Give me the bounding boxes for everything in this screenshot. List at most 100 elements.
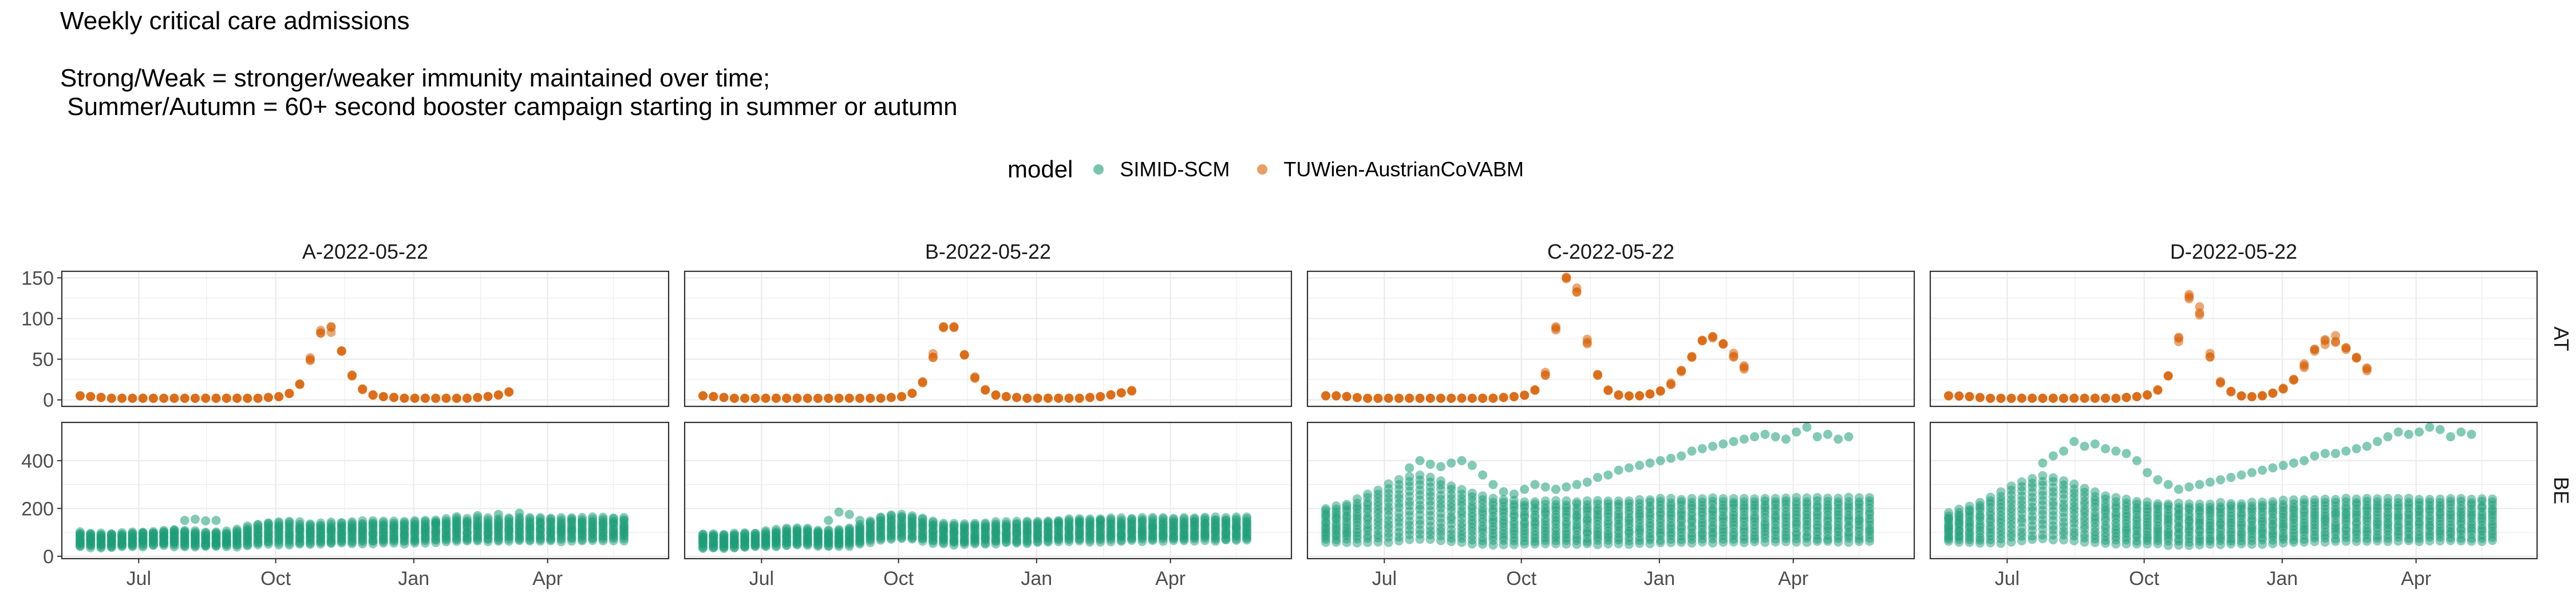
point-simid-b-18-13 (886, 510, 896, 520)
point-tuwien-b-11-2 (813, 393, 823, 403)
point-simid-outlier-c-39 (1812, 432, 1822, 442)
x-tick-label-a-oct: Oct (260, 568, 291, 590)
point-tuwien-a-3-2 (106, 393, 116, 403)
point-simid-d-0-13 (1944, 508, 1953, 517)
point-tuwien-b-15-2 (855, 393, 865, 403)
x-tick-label-d-apr: Apr (2401, 568, 2431, 590)
point-simid-c-28-13 (1614, 496, 1623, 506)
point-simid-a-30-13 (389, 516, 399, 526)
point-simid-a-15-13 (232, 524, 242, 534)
point-simid-outlier-c-27 (1687, 446, 1697, 456)
point-tuwien-b-9-2 (792, 393, 802, 403)
point-tuwien-a-27-2 (358, 385, 368, 394)
point-simid-b-26-13 (970, 519, 979, 528)
point-simid-b-43-13 (1148, 513, 1157, 523)
point-tuwien-d-11-2 (2059, 393, 2068, 403)
chart-title: Weekly critical care admissions (60, 7, 410, 35)
point-tuwien-d-15-2 (2101, 393, 2111, 403)
point-simid-d-37-13 (2330, 495, 2340, 504)
point-simid-a-26-13 (347, 517, 357, 527)
row-label-be: BE (2550, 477, 2573, 504)
point-tuwien-d-39-2 (2352, 353, 2361, 362)
point-simid-a-21-13 (295, 517, 305, 527)
point-simid-b-10-13 (803, 523, 812, 533)
point-simid-c-26-13 (1593, 496, 1602, 505)
point-simid-c-42-13 (1760, 493, 1770, 503)
point-simid-b-52-13 (1242, 512, 1251, 522)
point-tuwien-c-5-2 (1373, 393, 1383, 403)
point-simid-d-15-13 (2101, 491, 2111, 501)
point-simid-d-3-13 (1975, 497, 1985, 507)
point-tuwien-a-34-2 (431, 393, 441, 403)
point-simid-outlier-d-41 (2467, 429, 2476, 439)
point-simid-b-47-13 (1190, 513, 1199, 523)
point-simid-a-24-13 (326, 517, 336, 527)
point-simid-outlier-c-29 (1708, 441, 1717, 451)
point-simid-c-0-13 (1321, 504, 1330, 513)
point-simid-d-41-13 (2373, 494, 2383, 504)
point-tuwien-b-21-2 (918, 378, 927, 388)
point-simid-outlier-d-29 (2341, 446, 2351, 456)
point-tuwien-d-20-2 (2153, 385, 2163, 395)
point-simid-a-43-13 (525, 513, 535, 523)
point-simid-outlier-c-38 (1802, 422, 1812, 432)
point-tuwien-d-1-2 (1954, 391, 1964, 401)
point-tuwien-c-2-2 (1342, 392, 1352, 401)
point-simid-a-45-13 (546, 513, 556, 523)
point-tuwien-d-22-2 (2174, 333, 2183, 342)
point-simid-c-46-13 (1802, 493, 1812, 503)
point-tuwien-b-28-2 (991, 390, 1001, 400)
point-tuwien-b-24-2 (949, 323, 959, 333)
point-tuwien-a-26-2 (347, 371, 357, 381)
point-simid-outlier-d-2 (2059, 446, 2068, 456)
point-simid-outlier-c-16 (1572, 480, 1582, 489)
point-simid-outlier-c-10 (1509, 489, 1519, 499)
point-tuwien-c-19-2 (1520, 390, 1530, 400)
panel-border-d-at (1929, 270, 2538, 408)
point-simid-c-6-13 (1384, 479, 1393, 489)
point-tuwien-a-11-2 (190, 393, 200, 403)
point-tuwien-b-4-2 (740, 393, 750, 403)
point-simid-outlier-d-28 (2330, 449, 2340, 458)
point-simid-outlier-c-30 (1718, 439, 1728, 449)
point-tuwien-d-24-2 (2195, 310, 2204, 320)
point-simid-d-42-13 (2383, 493, 2393, 503)
point-tuwien-a-39-2 (483, 392, 493, 401)
point-simid-outlier-d-5 (2090, 439, 2100, 449)
point-tuwien-c-22-2 (1551, 322, 1560, 331)
point-simid-outlier-d-3 (2069, 437, 2079, 446)
x-tick-label-d-jul: Jul (1995, 568, 2020, 590)
point-simid-outlier-c-33 (1750, 432, 1760, 442)
point-simid-b-5-13 (750, 528, 760, 538)
point-tuwien-c-3-2 (1352, 393, 1362, 402)
point-simid-outlier-d-18 (2226, 473, 2236, 483)
point-tuwien-b-6-2 (761, 393, 771, 403)
point-simid-c-19-13 (1520, 497, 1530, 507)
point-simid-outlier-c-21 (1624, 463, 1634, 473)
x-tick-label-b-jul: Jul (749, 568, 774, 590)
point-tuwien-a-24-2 (326, 327, 336, 337)
point-simid-d-8-13 (2028, 473, 2037, 483)
point-simid-a-13-13 (211, 527, 221, 537)
point-tuwien-a-21-2 (295, 379, 305, 389)
point-simid-a-39-13 (483, 513, 493, 523)
point-simid-d-11-13 (2059, 476, 2068, 485)
point-tuwien-a-10-2 (180, 393, 189, 403)
point-simid-outlier-c-28 (1697, 444, 1707, 453)
x-tick-label-a-jan: Jan (398, 568, 429, 590)
point-tuwien-a-38-2 (473, 393, 483, 402)
point-tuwien-a-33-2 (420, 393, 430, 403)
point-tuwien-a-1-2 (86, 392, 96, 401)
point-simid-c-35-13 (1687, 493, 1697, 503)
point-simid-outlier-c-0 (1405, 463, 1415, 473)
point-simid-outlier-d-10 (2143, 468, 2152, 477)
point-simid-outlier-c-15 (1562, 482, 1571, 492)
point-simid-d-39-13 (2352, 494, 2361, 504)
x-tick-label-a-jul: Jul (127, 568, 151, 590)
point-tuwien-c-34-2 (1677, 366, 1686, 375)
point-simid-d-47-13 (2435, 495, 2445, 504)
point-simid-outlier-d-25 (2300, 456, 2309, 465)
point-tuwien-c-39-2 (1729, 353, 1739, 362)
point-tuwien-d-13-2 (2080, 393, 2089, 403)
point-simid-c-8-13 (1405, 472, 1415, 481)
